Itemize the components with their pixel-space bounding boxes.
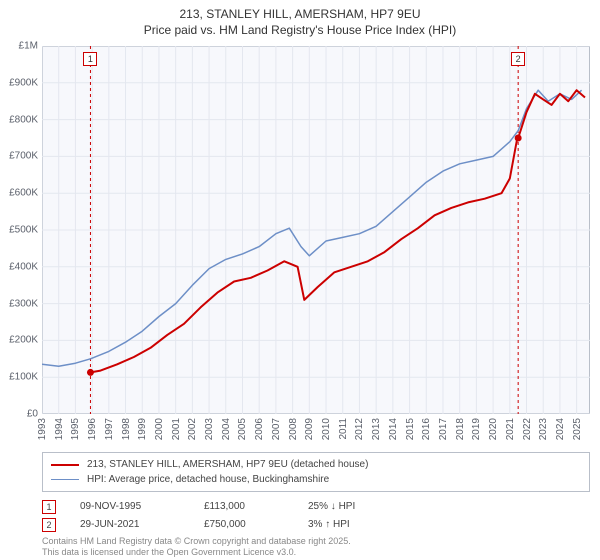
x-axis-label: 2005 (237, 418, 248, 440)
x-axis-label: 2011 (338, 418, 349, 440)
x-axis-label: 2021 (505, 418, 516, 440)
x-axis-label: 2025 (572, 418, 583, 440)
x-axis-label: 2020 (488, 418, 499, 440)
sale-marker-row-2: 2 29-JUN-2021 £750,000 3% ↑ HPI (42, 516, 590, 534)
x-axis-label: 2024 (555, 418, 566, 440)
sale-delta-1: 25% ↓ HPI (308, 498, 388, 516)
chart-area: £0£100K£200K£300K£400K£500K£600K£700K£80… (42, 46, 590, 414)
y-axis-label: £900K (0, 77, 38, 88)
x-axis-label: 2001 (171, 418, 182, 440)
plot-svg (42, 46, 590, 414)
x-axis-label: 1995 (70, 418, 81, 440)
sale-marker-table: 1 09-NOV-1995 £113,000 25% ↓ HPI 2 29-JU… (42, 498, 590, 534)
y-axis-label: £600K (0, 188, 38, 199)
x-axis-label: 1996 (87, 418, 98, 440)
x-axis-label: 2002 (187, 418, 198, 440)
y-axis-label: £500K (0, 225, 38, 236)
legend-swatch-price-paid (51, 464, 79, 466)
x-axis-label: 1998 (121, 418, 132, 440)
sale-date-2: 29-JUN-2021 (80, 516, 180, 534)
legend-row-hpi: HPI: Average price, detached house, Buck… (51, 472, 581, 487)
x-axis-label: 2013 (371, 418, 382, 440)
y-axis-label: £700K (0, 151, 38, 162)
footer-line1: Contains HM Land Registry data © Crown c… (42, 536, 351, 547)
sale-price-1: £113,000 (204, 498, 284, 516)
x-axis-label: 2006 (254, 418, 265, 440)
x-axis-label: 2014 (388, 418, 399, 440)
chart-container: 213, STANLEY HILL, AMERSHAM, HP7 9EU Pri… (0, 0, 600, 560)
x-axis-label: 2010 (321, 418, 332, 440)
x-axis-label: 2022 (522, 418, 533, 440)
chart-sale-marker-2: 2 (511, 52, 525, 66)
y-axis-label: £300K (0, 298, 38, 309)
legend-label-hpi: HPI: Average price, detached house, Buck… (87, 472, 329, 487)
chart-sale-marker-1: 1 (83, 52, 97, 66)
y-axis-label: £100K (0, 372, 38, 383)
sale-date-1: 09-NOV-1995 (80, 498, 180, 516)
x-axis-label: 2009 (304, 418, 315, 440)
legend-row-price-paid: 213, STANLEY HILL, AMERSHAM, HP7 9EU (de… (51, 457, 581, 472)
footer-attribution: Contains HM Land Registry data © Crown c… (42, 536, 351, 559)
x-axis-label: 2016 (421, 418, 432, 440)
legend-series-box: 213, STANLEY HILL, AMERSHAM, HP7 9EU (de… (42, 452, 590, 492)
footer-line2: This data is licensed under the Open Gov… (42, 547, 351, 558)
x-axis-label: 2019 (471, 418, 482, 440)
y-axis-label: £1M (0, 41, 38, 52)
sale-marker-row-1: 1 09-NOV-1995 £113,000 25% ↓ HPI (42, 498, 590, 516)
title-line1: 213, STANLEY HILL, AMERSHAM, HP7 9EU (0, 6, 600, 22)
legend: 213, STANLEY HILL, AMERSHAM, HP7 9EU (de… (42, 452, 590, 534)
x-axis-label: 2012 (354, 418, 365, 440)
legend-label-price-paid: 213, STANLEY HILL, AMERSHAM, HP7 9EU (de… (87, 457, 368, 472)
x-axis-label: 2017 (438, 418, 449, 440)
x-axis-label: 1994 (54, 418, 65, 440)
title-line2: Price paid vs. HM Land Registry's House … (0, 22, 600, 38)
x-axis-label: 1997 (104, 418, 115, 440)
y-axis-label: £200K (0, 335, 38, 346)
x-axis-label: 2004 (221, 418, 232, 440)
x-axis-label: 2018 (455, 418, 466, 440)
sale-marker-box-2: 2 (42, 518, 56, 532)
y-axis-label: £400K (0, 261, 38, 272)
sale-price-2: £750,000 (204, 516, 284, 534)
y-axis-label: £800K (0, 114, 38, 125)
x-axis-label: 2003 (204, 418, 215, 440)
x-axis-label: 2023 (538, 418, 549, 440)
sale-marker-box-1: 1 (42, 500, 56, 514)
legend-swatch-hpi (51, 479, 79, 481)
y-axis-label: £0 (0, 409, 38, 420)
x-axis-label: 2007 (271, 418, 282, 440)
x-axis-label: 2015 (405, 418, 416, 440)
sale-delta-2: 3% ↑ HPI (308, 516, 388, 534)
chart-title: 213, STANLEY HILL, AMERSHAM, HP7 9EU Pri… (0, 0, 600, 38)
x-axis-label: 1999 (137, 418, 148, 440)
x-axis-label: 1993 (37, 418, 48, 440)
x-axis-label: 2000 (154, 418, 165, 440)
x-axis-label: 2008 (288, 418, 299, 440)
